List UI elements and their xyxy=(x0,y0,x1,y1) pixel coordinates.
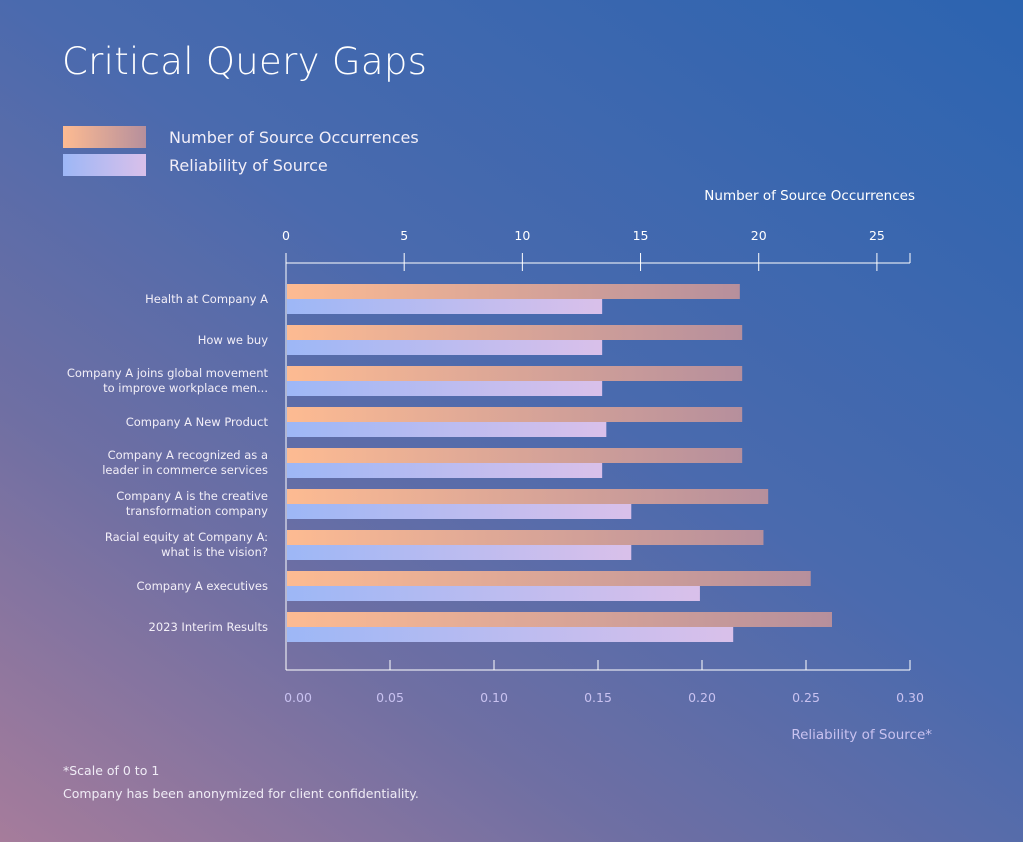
category-label: How we buy xyxy=(198,333,268,347)
bar-reliability xyxy=(287,422,607,437)
bottom-axis-title: Reliability of Source* xyxy=(791,727,932,743)
bottom-axis-tick-label: 0.00 xyxy=(284,690,312,705)
legend-item-occurrences: Number of Source Occurrences xyxy=(63,126,419,148)
category-label: to improve workplace men... xyxy=(103,381,268,395)
bottom-axis-tick-label: 0.15 xyxy=(584,690,612,705)
bar-reliability xyxy=(287,381,603,396)
bar-occurrences xyxy=(287,325,743,340)
top-axis-tick-label: 0 xyxy=(282,228,290,243)
bottom-axis-tick-label: 0.05 xyxy=(376,690,404,705)
bottom-axis-tick-label: 0.20 xyxy=(688,690,716,705)
bar-reliability xyxy=(287,340,603,355)
bar-occurrences xyxy=(287,571,811,586)
bar-occurrences xyxy=(287,448,743,463)
category-label: Company A New Product xyxy=(126,415,269,429)
category-label: Company A is the creative xyxy=(116,489,268,503)
bottom-axis-tick-label: 0.25 xyxy=(792,690,820,705)
category-label: Health at Company A xyxy=(145,292,268,306)
top-axis-tick-label: 10 xyxy=(514,228,530,243)
bar-occurrences xyxy=(287,530,764,545)
category-label: leader in commerce services xyxy=(102,463,268,477)
top-axis-tick-label: 5 xyxy=(400,228,408,243)
top-axis-tick-label: 25 xyxy=(869,228,885,243)
category-label: 2023 Interim Results xyxy=(149,620,269,634)
bar-occurrences xyxy=(287,407,743,422)
bar-reliability xyxy=(287,545,632,560)
top-axis-tick-label: 15 xyxy=(633,228,649,243)
category-label: Company A recognized as a xyxy=(108,448,268,462)
top-axis-tick-label: 20 xyxy=(751,228,767,243)
chart-title: Critical Query Gaps xyxy=(62,40,428,83)
bar-reliability xyxy=(287,504,632,519)
bar-occurrences xyxy=(287,284,740,299)
legend-item-reliability: Reliability of Source xyxy=(63,154,328,176)
category-label: Company A joins global movement xyxy=(67,366,269,380)
category-label: what is the vision? xyxy=(161,545,268,559)
legend-label: Reliability of Source xyxy=(169,155,328,175)
category-label: transformation company xyxy=(126,504,268,518)
legend-label: Number of Source Occurrences xyxy=(169,127,419,147)
legend-swatch-orange xyxy=(63,126,146,148)
bar-reliability xyxy=(287,463,603,478)
category-label: Racial equity at Company A: xyxy=(105,530,268,544)
top-axis-title: Number of Source Occurrences xyxy=(704,188,915,204)
bar-reliability xyxy=(287,586,700,601)
bar-occurrences xyxy=(287,366,743,381)
bottom-axis-tick-label: 0.30 xyxy=(896,690,924,705)
bottom-axis-tick-label: 0.10 xyxy=(480,690,508,705)
footnote-scale: *Scale of 0 to 1 xyxy=(63,763,160,778)
bar-occurrences xyxy=(287,489,769,504)
category-label: Company A executives xyxy=(137,579,268,593)
bar-occurrences xyxy=(287,612,832,627)
bar-reliability xyxy=(287,627,734,642)
bar-reliability xyxy=(287,299,603,314)
legend-swatch-blue xyxy=(63,154,146,176)
footnote-anonymized: Company has been anonymized for client c… xyxy=(63,786,419,801)
